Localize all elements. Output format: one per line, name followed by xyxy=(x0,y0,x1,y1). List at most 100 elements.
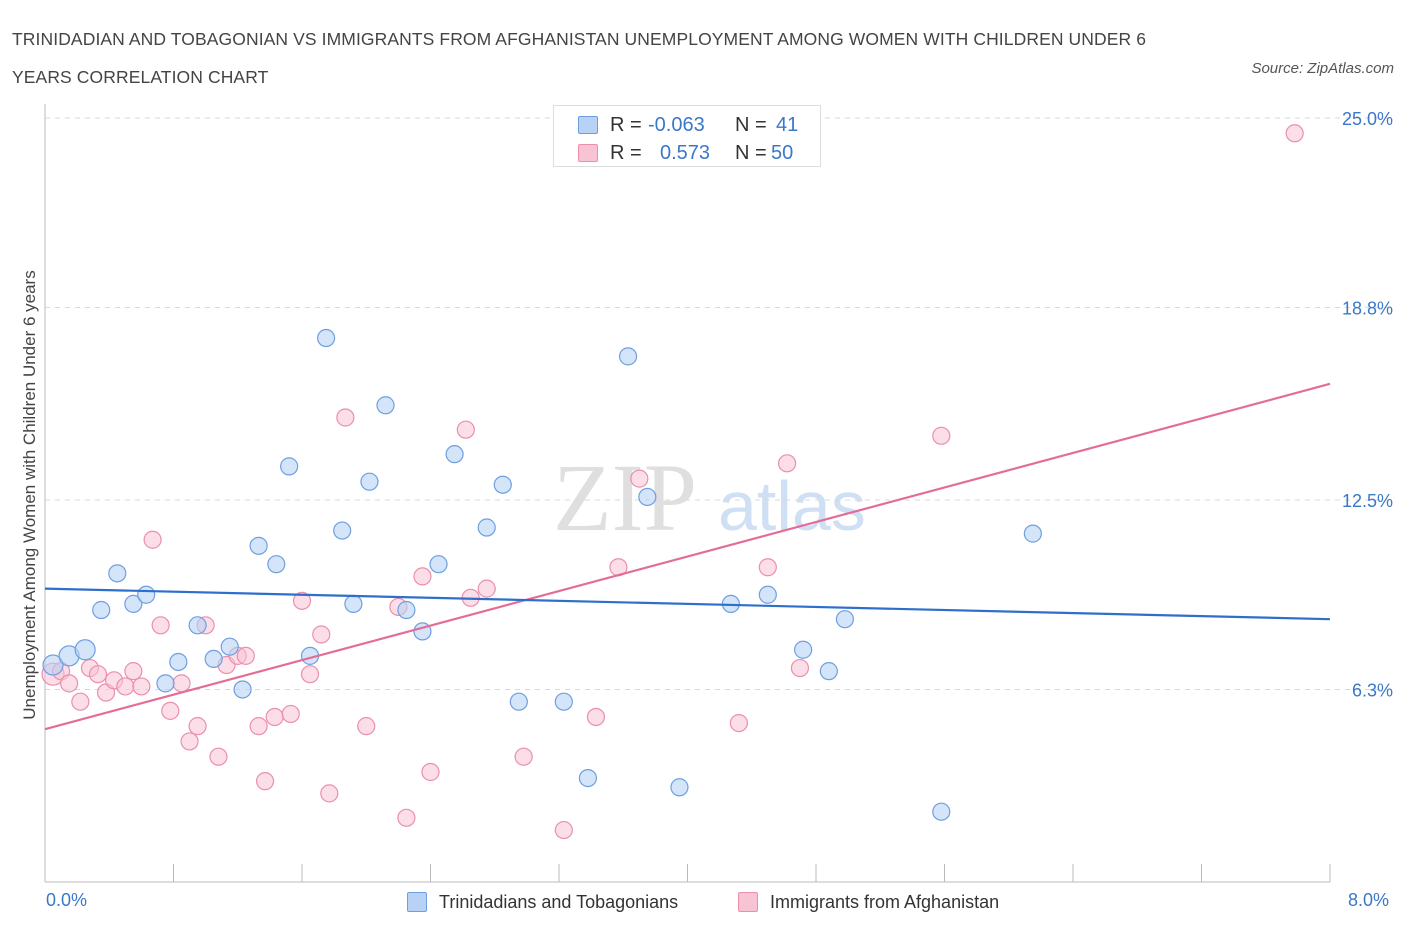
r-value: -0.063 xyxy=(648,114,705,136)
afghanistan-point xyxy=(59,674,79,693)
trinidadian-point xyxy=(74,639,96,661)
watermark-atlas: atlas xyxy=(718,467,866,545)
afghanistan-point xyxy=(71,692,90,711)
afghanistan-point xyxy=(758,558,777,577)
axes xyxy=(44,104,1331,883)
trinidadian-point xyxy=(267,555,286,574)
afghanistan-point xyxy=(116,677,135,696)
trinidadian-point xyxy=(360,472,379,491)
blue-swatch-icon xyxy=(578,116,598,134)
afghanistan-point xyxy=(336,408,355,427)
blue-swatch-icon xyxy=(407,892,427,912)
trinidadian-point xyxy=(493,475,512,494)
r-label: R = xyxy=(610,142,642,164)
trinidadian-point xyxy=(92,600,111,620)
trinidadian-point xyxy=(670,778,689,797)
x-tick-label-min: 0.0% xyxy=(46,890,88,910)
n-label: N = xyxy=(735,142,767,164)
trinidadian-point xyxy=(316,328,336,348)
trinidadian-point xyxy=(220,637,239,656)
afghanistan-point xyxy=(357,717,376,736)
afghanistan-point xyxy=(161,701,180,720)
afghanistan-point xyxy=(209,747,228,766)
afghanistan-trend-line xyxy=(44,382,1331,731)
trinidadian-point xyxy=(156,674,175,693)
correlation-stats-box: R = -0.063 N = 41 R = 0.573 N = 50 xyxy=(553,105,821,167)
trinidadian-point xyxy=(42,654,64,676)
trinidadian-point xyxy=(376,396,395,415)
y-tick-label: 25.0% xyxy=(1342,109,1393,129)
trinidadian-point xyxy=(932,802,951,821)
n-value: 50 xyxy=(771,142,794,164)
trinidadian-point xyxy=(578,768,598,788)
pink-swatch-icon xyxy=(578,144,598,162)
r-value: 0.573 xyxy=(660,142,711,164)
afghanistan-point xyxy=(180,732,199,751)
trinidadian-point xyxy=(124,594,143,614)
afghanistan-point xyxy=(514,747,533,766)
trinidadian-point xyxy=(835,610,855,629)
trinidadian-point xyxy=(758,585,777,604)
afghanistan-point xyxy=(729,713,749,733)
trinidadian-point xyxy=(137,585,156,604)
trinidadian-point xyxy=(554,692,573,711)
n-value: 41 xyxy=(776,114,799,136)
trinidadian-trend-line xyxy=(44,587,1331,621)
afghanistan-point xyxy=(255,772,275,791)
trinidadian-point xyxy=(188,616,207,635)
afghanistan-point xyxy=(320,784,339,803)
legend-item-trinidadian[interactable]: Trinidadians and Tobagonians xyxy=(407,888,717,916)
n-label: N = xyxy=(735,114,767,136)
trinidadian-point xyxy=(344,594,363,614)
afghanistan-point xyxy=(249,717,268,736)
grid-lines xyxy=(45,117,1390,690)
afghanistan-point xyxy=(300,665,320,684)
afghanistan-point xyxy=(630,469,649,488)
afghanistan-point xyxy=(88,665,108,684)
chart-title: TRINIDADIAN AND TOBAGONIAN VS IMMIGRANTS… xyxy=(12,29,1147,87)
r-label: R = xyxy=(610,114,642,136)
afghanistan-point xyxy=(132,677,151,696)
trinidadian-point xyxy=(429,555,448,574)
y-axis-label: Unemployment Among Women with Children U… xyxy=(20,270,39,720)
trinidadian-point xyxy=(169,652,188,672)
legend-label: Immigrants from Afghanistan xyxy=(770,892,1000,912)
y-tick-labels: 6.3% 12.5% 18.8% 25.0% xyxy=(1342,109,1393,700)
afghanistan-point xyxy=(236,646,255,665)
trinidadian-point xyxy=(445,445,464,464)
afghanistan-point xyxy=(292,591,312,610)
source-note: Source: ZipAtlas.com xyxy=(1251,60,1394,77)
afghanistan-point xyxy=(265,707,284,727)
trinidadian-point xyxy=(397,600,416,620)
trinidadian-point xyxy=(794,640,813,659)
trinidadian-point xyxy=(638,487,657,507)
afghanistan-point xyxy=(281,704,300,724)
afghanistan-point xyxy=(790,658,810,678)
afghanistan-point xyxy=(397,808,416,827)
trinidadian-point xyxy=(204,649,223,669)
trinidadian-point xyxy=(819,662,838,681)
trinidadian-point xyxy=(108,564,127,583)
afghanistan-point xyxy=(124,662,143,681)
trinidadian-point xyxy=(509,692,528,711)
x-tick-label-max: 8.0% xyxy=(1348,890,1390,910)
trinidadian-point xyxy=(1023,524,1042,543)
watermark-zip: ZIP xyxy=(553,444,697,551)
pink-swatch-icon xyxy=(738,892,758,912)
afghanistan-points xyxy=(41,124,1304,840)
legend-item-afghanistan[interactable]: Immigrants from Afghanistan xyxy=(738,888,1038,916)
trinidadian-point xyxy=(477,518,496,537)
afghanistan-point xyxy=(777,454,797,473)
legend-label: Trinidadians and Tobagonians xyxy=(439,892,679,912)
y-tick-label: 6.3% xyxy=(1352,680,1393,700)
afghanistan-point xyxy=(143,530,162,549)
afghanistan-point xyxy=(312,625,331,644)
y-tick-label: 18.8% xyxy=(1342,298,1393,318)
trinidadian-point xyxy=(280,457,299,476)
trinidadian-point xyxy=(618,347,638,366)
afghanistan-point xyxy=(1285,124,1304,143)
trinidadian-point xyxy=(233,680,252,699)
watermark: ZIP atlas xyxy=(553,444,866,551)
afghanistan-point xyxy=(477,579,496,598)
